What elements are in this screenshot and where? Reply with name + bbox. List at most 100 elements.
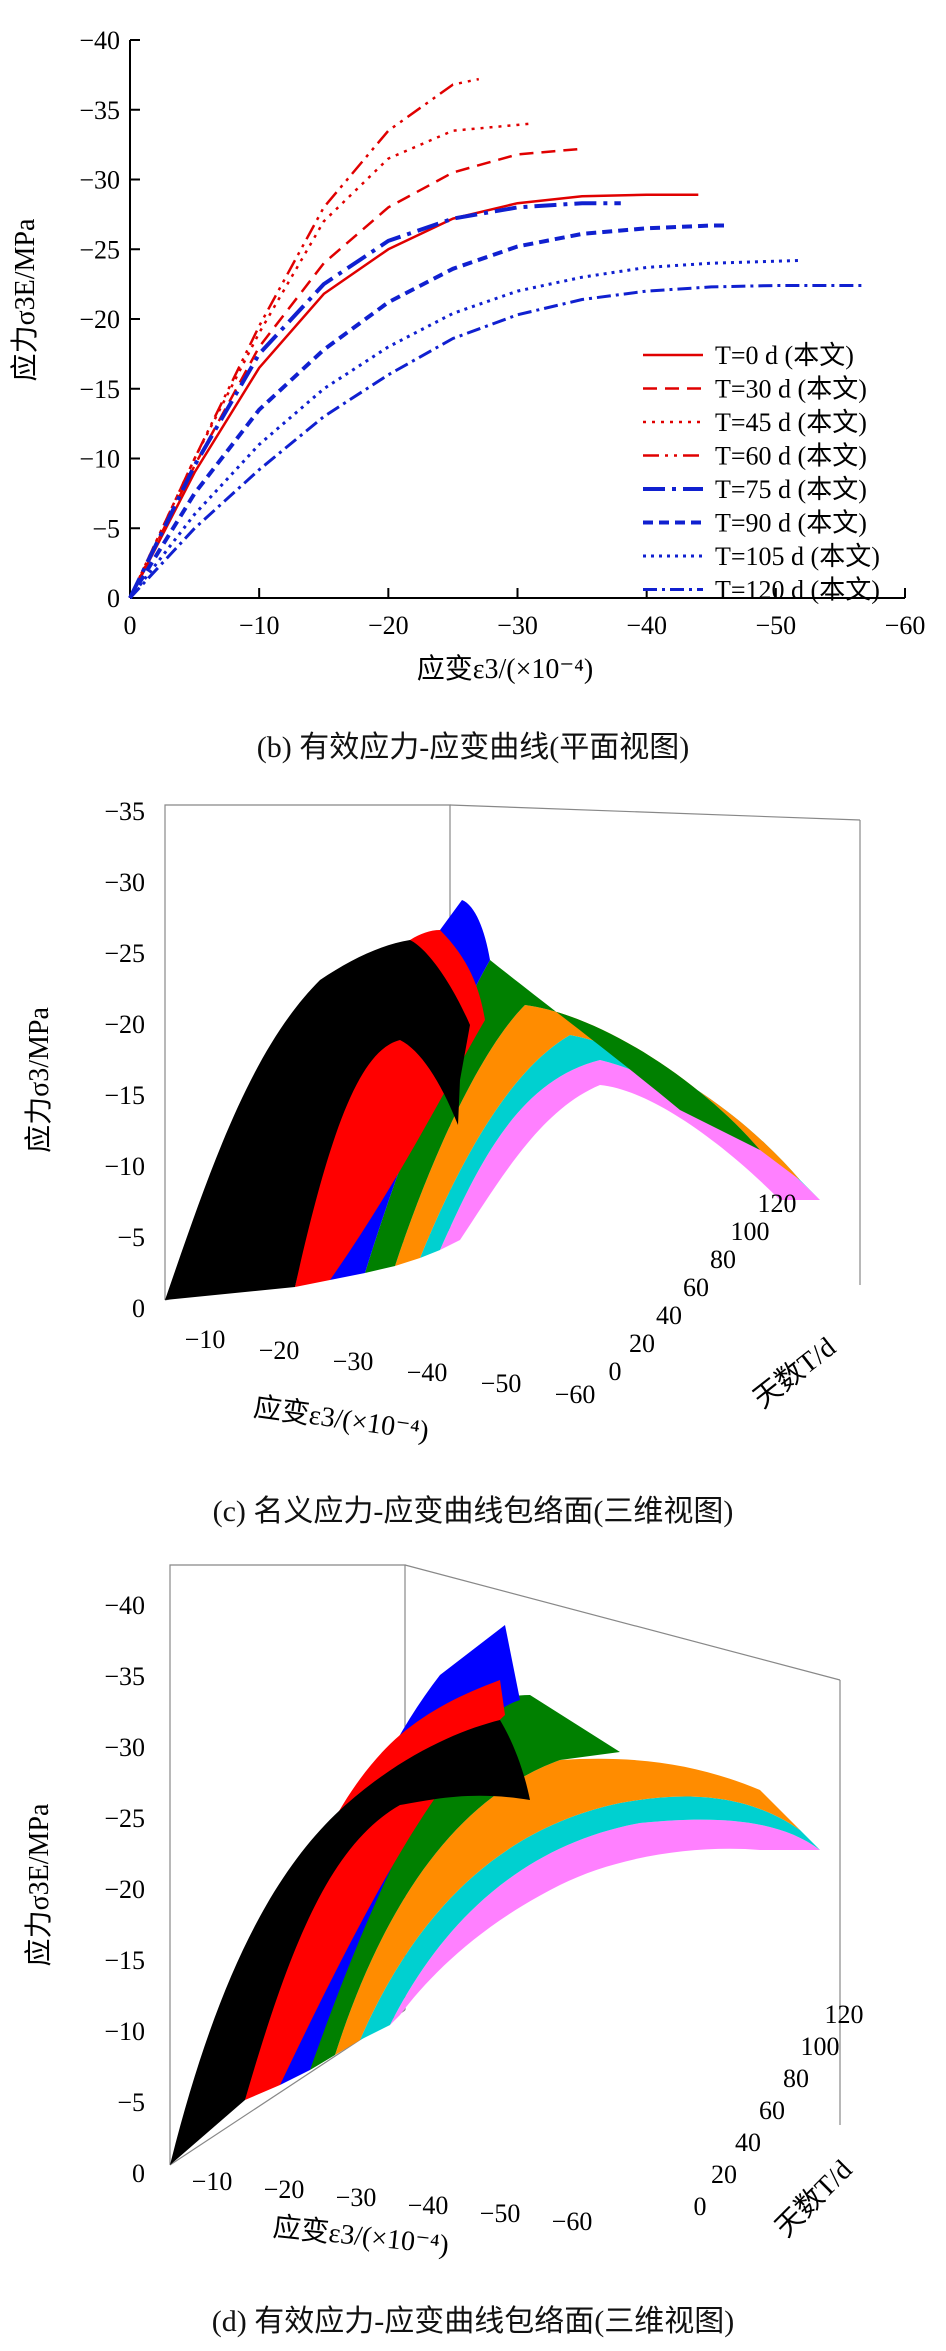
y-tick-label-b: −15 bbox=[79, 375, 120, 404]
strain-tick-label: −40 bbox=[408, 2191, 449, 2220]
stress-tick-label: −20 bbox=[104, 1875, 145, 1904]
stress-tick-label: −30 bbox=[104, 1733, 145, 1762]
x-axis-label-c: 应变ε3/(×10⁻⁴) bbox=[252, 1391, 431, 1447]
legend-label-b-2: T=45 d (本文) bbox=[715, 408, 867, 437]
panel-c: 0 −5 −10 −15 −20 −25 −30 −35 −10 −20 −30 −40 −50 −60 0… bbox=[0, 780, 946, 1480]
day-tick-label: 0 bbox=[694, 2192, 707, 2221]
strain-tick-label: −40 bbox=[407, 1358, 448, 1387]
stress-tick-label: −35 bbox=[104, 797, 145, 826]
legend-label-b-4: T=75 d (本文) bbox=[715, 475, 867, 504]
stress-tick-label: −20 bbox=[104, 1010, 145, 1039]
caption-b: (b) 有效应力-应变曲线(平面视图) bbox=[256, 731, 690, 764]
day-tick-label: 20 bbox=[711, 2160, 737, 2189]
legend-label-b-5: T=90 d (本文) bbox=[715, 509, 867, 538]
strain-tick-label: −60 bbox=[552, 2207, 593, 2236]
y-tick-label-b: −25 bbox=[79, 235, 120, 264]
z-axis-label-d: 天数T/d bbox=[769, 2154, 859, 2244]
x-tick-label-b: −20 bbox=[368, 611, 409, 640]
legend-label-b-7: T=120 d (本文) bbox=[715, 576, 880, 605]
y-axis-label-d: 应力σ3E/MPa bbox=[23, 1803, 55, 1966]
x-tick-label-b: −50 bbox=[755, 611, 796, 640]
series-line-b-3 bbox=[128, 77, 480, 599]
surface-band-cyan-d bbox=[360, 1796, 820, 2040]
stress-tick-label: −10 bbox=[104, 1152, 145, 1181]
stress-tick-label: −40 bbox=[104, 1591, 145, 1620]
line-chart-b: 0 −5 −10 −15 −20 −25 −30 −35 −40 0 −10 −20 −30 −40 −50… bbox=[9, 26, 926, 685]
day-tick-label: 20 bbox=[629, 1329, 655, 1358]
day-tick-label: 100 bbox=[731, 1217, 770, 1246]
stress-tick-label: −5 bbox=[117, 1223, 145, 1252]
y-axis-label-b: 应力σ3E/MPa bbox=[9, 218, 41, 381]
legend-label-b-6: T=105 d (本文) bbox=[715, 542, 880, 571]
day-tick-label: 60 bbox=[683, 1273, 709, 1302]
strain-tick-label: −20 bbox=[264, 2175, 305, 2204]
legend-label-b-1: T=30 d (本文) bbox=[715, 375, 867, 404]
strain-tick-label: −20 bbox=[259, 1336, 300, 1365]
day-tick-label: 0 bbox=[609, 1357, 622, 1386]
box-top-line-d bbox=[404, 1564, 841, 1681]
caption-c: (c) 名义应力-应变曲线包络面(三维视图) bbox=[212, 1495, 734, 1528]
strain-tick-label: −30 bbox=[333, 1347, 374, 1376]
day-tick-label: 40 bbox=[656, 1301, 682, 1330]
panel-b: 0 −5 −10 −15 −20 −25 −30 −35 −40 0 −10 −20 −30 −40 −50… bbox=[0, 0, 946, 720]
stress-tick-label: −35 bbox=[104, 1662, 145, 1691]
series-line-b-0 bbox=[128, 193, 699, 599]
y-tick-label-b: −35 bbox=[79, 96, 120, 125]
surface-band-cyan-c bbox=[420, 1035, 820, 1258]
x-tick-label-b: 0 bbox=[124, 611, 137, 640]
surface-chart-d: 0 −5 −10 −15 −20 −25 −30 −35 −40 −10 −20 −30 −40 −50 −… bbox=[23, 1564, 864, 2261]
x-tick-label-b: −40 bbox=[626, 611, 667, 640]
y-tick-label-b: −10 bbox=[79, 445, 120, 474]
surface-band-orange-c bbox=[395, 1005, 800, 1266]
day-tick-label: 100 bbox=[801, 2032, 840, 2061]
day-tick-label: 80 bbox=[783, 2064, 809, 2093]
z-axis-label-c: 天数T/d bbox=[747, 1331, 841, 1415]
legend-label-b-3: T=60 d (本文) bbox=[715, 442, 867, 471]
stress-tick-label: −15 bbox=[104, 1081, 145, 1110]
surface-band-pink-c bbox=[440, 1060, 820, 1250]
y-tick-label-b: −30 bbox=[79, 166, 120, 195]
stress-tick-label: −30 bbox=[104, 868, 145, 897]
stress-tick-label: −15 bbox=[104, 1946, 145, 1975]
strain-tick-label: −50 bbox=[481, 1369, 522, 1398]
strain-tick-label: −10 bbox=[185, 1325, 226, 1354]
strain-tick-label: −60 bbox=[555, 1380, 596, 1409]
series-line-b-5 bbox=[128, 223, 725, 600]
day-tick-label: 120 bbox=[758, 1189, 797, 1218]
x-tick-label-b: −60 bbox=[885, 611, 926, 640]
surface-band-black-c bbox=[165, 940, 470, 1300]
y-tick-label-b: −20 bbox=[79, 305, 120, 334]
stress-tick-label: −5 bbox=[117, 2088, 145, 2117]
caption-d: (d) 有效应力-应变曲线包络面(三维视图) bbox=[211, 2305, 735, 2338]
day-tick-label: 60 bbox=[759, 2096, 785, 2125]
series-line-b-2 bbox=[128, 122, 531, 599]
y-axis-label-c: 应力σ3/MPa bbox=[23, 1007, 55, 1153]
series-line-b-1 bbox=[128, 147, 583, 599]
day-tick-label: 80 bbox=[710, 1245, 736, 1274]
surface-band-pink-d bbox=[390, 1819, 820, 2025]
y-tick-label-b: −5 bbox=[92, 514, 120, 543]
strain-tick-label: −10 bbox=[192, 2167, 233, 2196]
panel-d: 0 −5 −10 −15 −20 −25 −30 −35 −40 −10 −20 −30 −40 −50 −… bbox=[0, 1545, 946, 2265]
day-tick-label: 40 bbox=[735, 2128, 761, 2157]
stress-tick-label: −10 bbox=[104, 2017, 145, 2046]
day-tick-label: 120 bbox=[825, 2000, 864, 2029]
box-top-line-c bbox=[449, 804, 861, 821]
y-tick-label-b: 0 bbox=[107, 584, 120, 613]
surface-band-orange-d bbox=[335, 1758, 800, 2055]
stress-tick-label: −25 bbox=[104, 939, 145, 968]
surface-band-black-d bbox=[170, 1720, 530, 2165]
strain-tick-label: −30 bbox=[336, 2183, 377, 2212]
x-axis-label-b: 应变ε3/(×10⁻⁴) bbox=[417, 653, 594, 685]
strain-tick-label: −50 bbox=[480, 2199, 521, 2228]
surface-chart-c: 0 −5 −10 −15 −20 −25 −30 −35 −10 −20 −30 −40 −50 −60 0… bbox=[23, 797, 861, 1447]
series-line-b-7 bbox=[128, 284, 867, 600]
y-tick-label-b: −40 bbox=[79, 26, 120, 55]
legend-label-b-0: T=0 d (本文) bbox=[715, 341, 854, 370]
x-tick-label-b: −30 bbox=[497, 611, 538, 640]
series-line-b-6 bbox=[128, 258, 802, 599]
stress-tick-label: −25 bbox=[104, 1804, 145, 1833]
series-line-b-4 bbox=[128, 201, 621, 599]
stress-tick-label: 0 bbox=[132, 1294, 145, 1323]
stress-tick-label: 0 bbox=[132, 2159, 145, 2188]
